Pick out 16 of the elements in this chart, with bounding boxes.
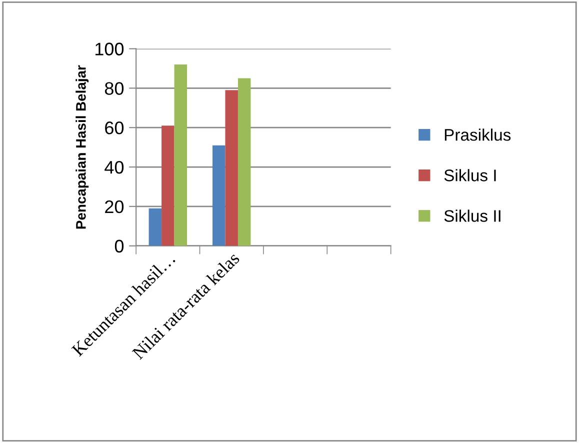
y-axis-title: Pencapaian Hasil Belajar xyxy=(76,65,89,229)
bar xyxy=(162,126,174,246)
y-tick-label: 80 xyxy=(104,82,124,95)
legend-label: Siklus I xyxy=(444,169,496,182)
bar xyxy=(174,64,188,246)
y-tick-label: 0 xyxy=(114,240,124,253)
bar xyxy=(225,90,238,246)
y-tick-label: 60 xyxy=(105,122,124,134)
bar xyxy=(148,208,162,246)
bar xyxy=(212,145,226,246)
bar xyxy=(238,78,251,246)
y-tick-label: 100 xyxy=(96,42,124,56)
y-tick-label: 20 xyxy=(105,200,124,214)
legend-label: Prasiklus xyxy=(444,128,511,141)
legend-label: Siklus II xyxy=(444,210,500,222)
y-tick-label: 40 xyxy=(104,160,124,174)
